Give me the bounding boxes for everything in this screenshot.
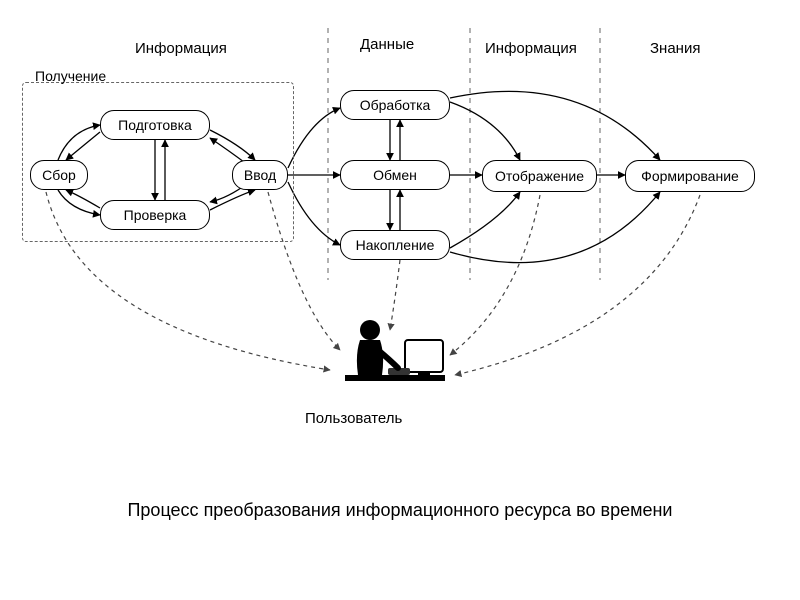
user-label: Пользователь xyxy=(305,410,402,427)
node-display: Отображение xyxy=(482,160,597,192)
column-header: Данные xyxy=(360,36,414,53)
node-accumulation: Накопление xyxy=(340,230,450,260)
node-input: Ввод xyxy=(232,160,288,190)
column-header: Знания xyxy=(650,40,700,57)
node-processing: Обработка xyxy=(340,90,450,120)
node-verification: Проверка xyxy=(100,200,210,230)
node-preparation: Подготовка xyxy=(100,110,210,140)
node-collection: Сбор xyxy=(30,160,88,190)
column-header: Информация xyxy=(485,40,577,57)
node-exchange: Обмен xyxy=(340,160,450,190)
sub-header-acquisition: Получение xyxy=(35,68,106,84)
diagram-stage: { "canvas": { "width": 800, "height": 60… xyxy=(0,0,800,600)
column-header: Информация xyxy=(135,40,227,57)
diagram-caption: Процесс преобразования информационного р… xyxy=(0,500,800,521)
node-formation: Формирование xyxy=(625,160,755,192)
